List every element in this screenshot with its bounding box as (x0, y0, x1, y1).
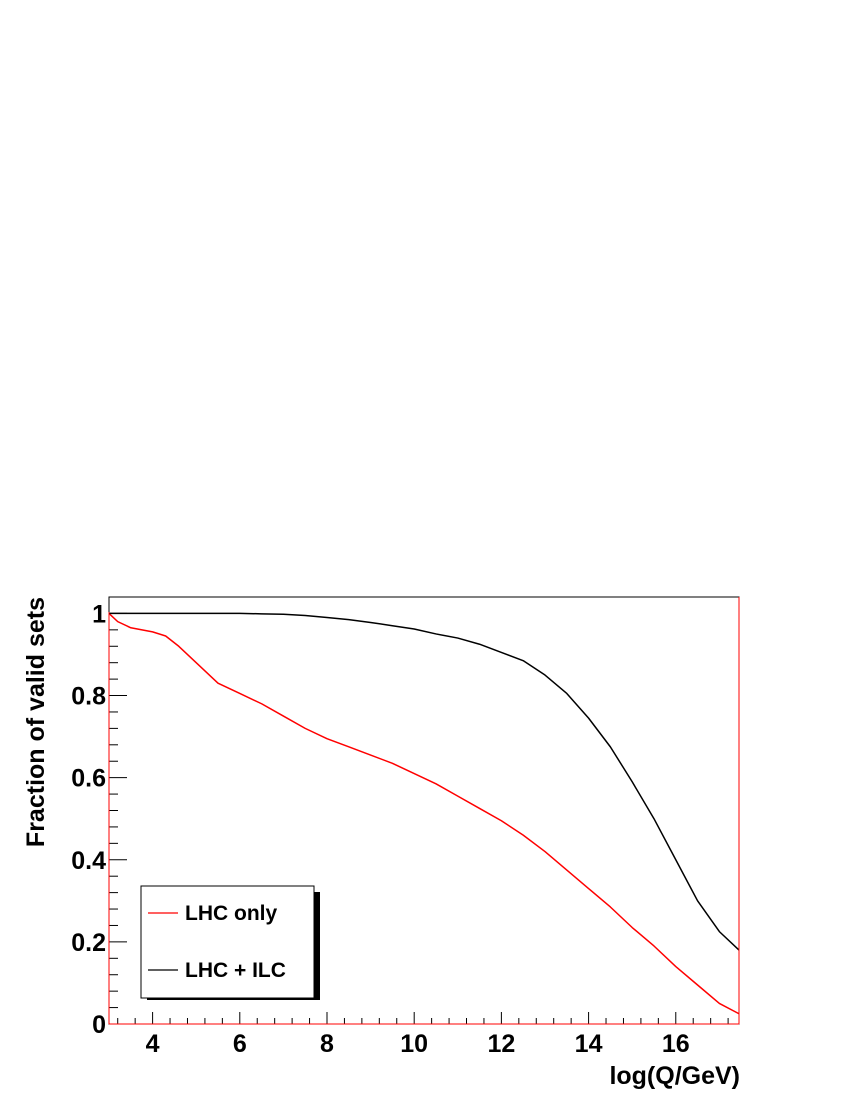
legend-label-lhc-only: LHC only (185, 902, 277, 925)
x-tick-label: 14 (575, 1030, 603, 1058)
legend-box (140, 885, 315, 999)
series-line-lhc-ilc (109, 612, 740, 951)
x-tick-label: 6 (233, 1030, 247, 1058)
x-tick-label: 8 (320, 1030, 334, 1058)
y-tick-label: 0.4 (71, 847, 106, 875)
legend-label-lhc-ilc: LHC + ILC (185, 959, 286, 982)
x-tick-label: 12 (487, 1030, 515, 1058)
legend: LHC only LHC + ILC (140, 885, 320, 1000)
x-tick-label: 10 (400, 1030, 428, 1058)
y-tick-label: 0.6 (71, 765, 106, 793)
x-tick-label: 4 (146, 1030, 160, 1058)
series-line-lhc-only (108, 612, 740, 1015)
y-tick-label: 0.2 (71, 929, 106, 957)
y-tick-label: 0 (92, 1011, 106, 1039)
x-tick-label: 16 (662, 1030, 690, 1058)
x-axis-label: log(Q/GeV) (609, 1062, 740, 1090)
y-tick-label: 1 (92, 600, 106, 628)
y-axis-label: Fraction of valid sets (22, 597, 50, 847)
y-tick-label: 0.8 (71, 683, 106, 711)
